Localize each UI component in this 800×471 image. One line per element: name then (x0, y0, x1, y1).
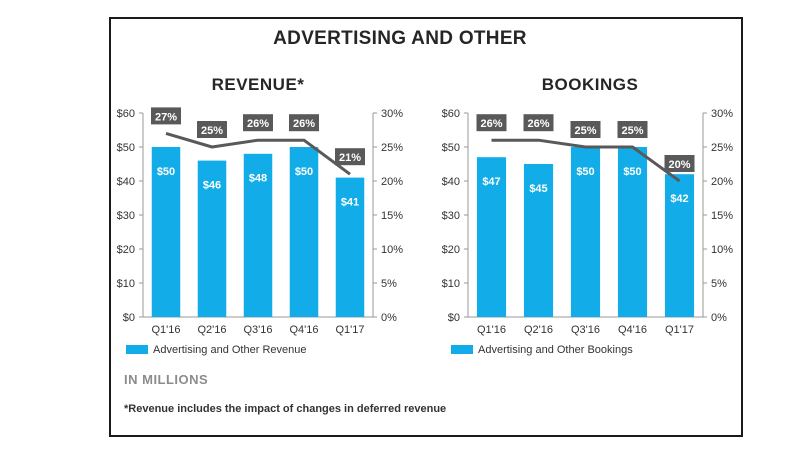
chart2-line-label: 26% (527, 118, 549, 130)
chart2-ytick-label: $30 (442, 210, 460, 222)
chart1-y2tick-label: 10% (381, 244, 403, 256)
chart1-xtick-label: Q2'16 (197, 324, 226, 336)
chart2-line-label-box (570, 121, 601, 138)
chart1-line-label: 26% (293, 118, 315, 130)
chart2-bar-label: $47 (482, 176, 500, 188)
chart1-line-series (165, 131, 351, 176)
chart1-xtick-label: Q1'17 (335, 324, 364, 336)
chart1-line-label: 21% (339, 152, 361, 164)
chart2-y2tick-label: 15% (711, 210, 733, 222)
chart1-bar (243, 153, 273, 317)
chart2-bar (664, 174, 695, 317)
chart2-line-series (491, 138, 681, 183)
chart2-line-label-box (523, 114, 554, 132)
chart1-bar-label: $41 (341, 196, 359, 208)
chart1-ytick-label: $50 (117, 142, 135, 154)
chart2-xtick-label: Q1'16 (477, 324, 506, 336)
chart2-line-label: 25% (621, 125, 643, 137)
chart2-line-label-box (476, 114, 507, 132)
chart2-line-label: 20% (668, 159, 690, 171)
chart1-line-label-box (335, 148, 365, 166)
chart2-title: BOOKINGS (542, 75, 639, 94)
chart1-bar-label: $50 (295, 166, 313, 178)
chart1-bar-label: $50 (157, 166, 175, 178)
footnote: *Revenue includes the impact of changes … (124, 403, 447, 415)
chart1-xtick-label: Q3'16 (243, 324, 272, 336)
chart1-ytick-label: $40 (117, 176, 135, 188)
chart1-bar (151, 147, 181, 317)
chart1-line-label: 25% (201, 125, 223, 137)
chart2-ytick-label: $10 (442, 278, 460, 290)
chart1-y2tick-label: 20% (381, 176, 403, 188)
chart2-bar-label: $50 (623, 166, 641, 178)
chart1-ytick-label: $0 (123, 312, 135, 324)
chart1-bar-label: $48 (249, 173, 267, 185)
main-title: ADVERTISING AND OTHER (273, 28, 527, 49)
chart2-line-label: 25% (574, 125, 596, 137)
chart2-bar-label: $42 (670, 193, 688, 205)
chart1-y2tick-label: 0% (381, 312, 397, 324)
chart2-ytick-label: $50 (442, 142, 460, 154)
chart2-y2tick-label: 0% (711, 312, 727, 324)
chart2-y2tick-label: 25% (711, 142, 733, 154)
chart1-bar (289, 147, 319, 317)
chart1-bar-label: $46 (203, 179, 221, 191)
chart2-y2tick-label: 20% (711, 176, 733, 188)
chart1-bar (197, 160, 227, 317)
chart2-y2tick-label: 5% (711, 278, 727, 290)
chart1-bar (335, 177, 365, 317)
chart1-line-label-box (151, 107, 181, 125)
chart1-ytick-label: $30 (117, 210, 135, 222)
chart1-y2tick-label: 25% (381, 142, 403, 154)
chart2-line-label: 26% (480, 118, 502, 130)
chart2-ytick-label: $0 (448, 312, 460, 324)
chart1-ytick-label: $60 (117, 108, 135, 120)
chart1-ytick-label: $20 (117, 244, 135, 256)
chart2-line-label-box (617, 121, 648, 138)
chart1-y2tick-label: 15% (381, 210, 403, 222)
chart1-xtick-label: Q1'16 (151, 324, 180, 336)
chart2-y2tick-label: 10% (711, 244, 733, 256)
chart2-bar-label: $50 (576, 166, 594, 178)
chart2-bar (523, 164, 554, 317)
chart2-xtick-label: Q3'16 (571, 324, 600, 336)
chart1-line-label-box (289, 114, 319, 132)
chart2-bar (617, 147, 648, 317)
chart2-xtick-label: Q4'16 (618, 324, 647, 336)
chart1-line-label: 26% (247, 118, 269, 130)
chart2-line-label-box (664, 155, 695, 172)
chart2-ytick-label: $20 (442, 244, 460, 256)
chart2-ytick-label: $60 (442, 108, 460, 120)
chart1-legend-swatch (126, 345, 148, 354)
chart2-ytick-label: $40 (442, 176, 460, 188)
chart1-y2tick-label: 30% (381, 108, 403, 120)
chart2-y2tick-label: 30% (711, 108, 733, 120)
chart1-line-label-box (243, 114, 273, 132)
chart1-ytick-label: $10 (117, 278, 135, 290)
chart2-bar (476, 157, 507, 317)
chart2-bar-label: $45 (529, 183, 547, 195)
chart2-legend-label: Advertising and Other Bookings (478, 344, 633, 356)
chart1-legend-label: Advertising and Other Revenue (153, 344, 306, 356)
chart1-y2tick-label: 5% (381, 278, 397, 290)
chart2-bar (570, 147, 601, 317)
chart1-line-label-box (197, 121, 227, 138)
chart2-legend-swatch (451, 345, 473, 354)
chart1-xtick-label: Q4'16 (289, 324, 318, 336)
chart1-title: REVENUE* (212, 75, 305, 94)
units-note: IN MILLIONS (124, 372, 209, 387)
chart2-xtick-label: Q1'17 (665, 324, 694, 336)
chart2-xtick-label: Q2'16 (524, 324, 553, 336)
chart1-line-label: 27% (155, 111, 177, 123)
